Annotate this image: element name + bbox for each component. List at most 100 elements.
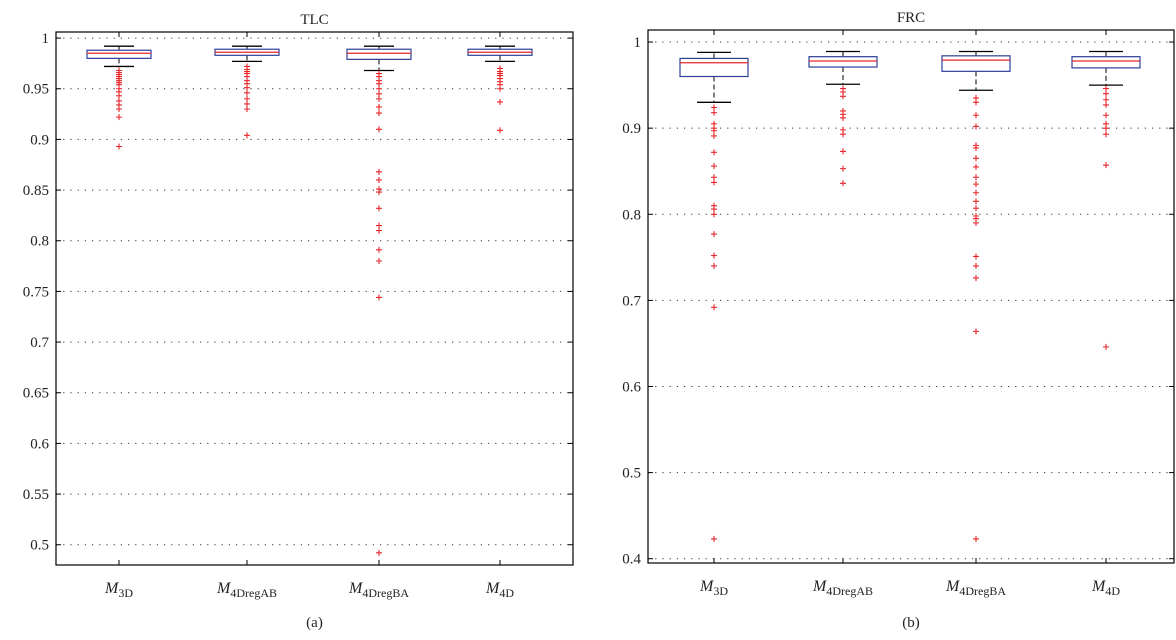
outlier-point [711, 179, 717, 186]
outlier-point [116, 143, 122, 150]
outlier-point [711, 206, 717, 213]
box-0: M3D [679, 30, 749, 598]
outlier-point [840, 131, 846, 138]
outlier-point [973, 155, 979, 162]
x-tick-label-subscript: 4D [499, 586, 514, 600]
outlier-point [376, 90, 382, 97]
outlier-point [376, 126, 382, 133]
outlier-point [376, 246, 382, 253]
outlier-point [376, 85, 382, 92]
outlier-point [711, 262, 717, 269]
outlier-point [376, 103, 382, 110]
box-1: M4DregAB [214, 32, 280, 600]
outlier-point [244, 106, 250, 113]
x-tick-label: M3D [104, 580, 133, 600]
y-tick-label: 0.5 [30, 538, 49, 554]
x-tick-label-base: M [216, 580, 232, 597]
y-tick-label: 0.9 [30, 132, 49, 148]
outlier-point [244, 95, 250, 102]
outlier-point [376, 258, 382, 265]
x-tick-label-base: M [1091, 578, 1107, 595]
outlier-point [116, 114, 122, 121]
plot-frame [647, 29, 1175, 564]
outlier-point [840, 180, 846, 187]
outlier-point [840, 114, 846, 121]
x-tick-label-base: M [945, 578, 961, 595]
outlier-point [840, 93, 846, 100]
outlier-point [840, 148, 846, 155]
x-tick-label: M4DregAB [812, 578, 873, 598]
outlier-point [497, 98, 503, 105]
outlier-point [973, 274, 979, 281]
x-tick-label-base: M [699, 578, 715, 595]
outlier-point [711, 163, 717, 170]
y-tick-label: 0.7 [622, 293, 641, 309]
outlier-point [497, 85, 503, 92]
outlier-point [973, 328, 979, 335]
outlier-point [116, 106, 122, 113]
outlier-point [973, 198, 979, 205]
x-tick-label-subscript: 4D [1105, 584, 1120, 598]
outlier-point [376, 222, 382, 229]
outlier-point [376, 80, 382, 87]
outlier-point [973, 205, 979, 212]
x-tick-label: M4DregBA [348, 580, 409, 600]
outlier-point [711, 104, 717, 111]
outlier-point [973, 181, 979, 188]
outlier-point [376, 205, 382, 212]
x-tick-label-subscript: 4DregBA [362, 586, 409, 600]
outlier-point [973, 535, 979, 542]
x-tick-label-subscript: 4DregAB [826, 584, 873, 598]
outlier-point [1103, 112, 1109, 119]
y-tick-label: 0.7 [30, 335, 49, 351]
x-tick-label-base: M [812, 578, 828, 595]
outlier-point [711, 252, 717, 259]
x-tick-label: M4D [485, 580, 514, 600]
outlier-point [973, 163, 979, 170]
chart-title: TLC [300, 12, 328, 28]
outlier-point [840, 165, 846, 172]
outlier-point [711, 304, 717, 311]
outlier-point [711, 174, 717, 181]
outlier-point [376, 227, 382, 234]
outlier-point [711, 211, 717, 218]
x-tick-label-subscript: 4DregBA [959, 584, 1006, 598]
y-tick-label: 0.75 [23, 284, 49, 300]
x-tick-label: M4DregBA [945, 578, 1006, 598]
outlier-point [244, 89, 250, 96]
chart-title: FRC [897, 10, 925, 26]
x-tick-label-subscript: 4DregAB [230, 586, 277, 600]
outlier-point [1103, 90, 1109, 97]
y-tick-label: 0.85 [23, 183, 49, 199]
outlier-point [973, 123, 979, 130]
box-3: M4D [467, 32, 533, 600]
y-tick-label: 0.5 [622, 466, 641, 482]
y-tick-label: 0.6 [30, 436, 49, 452]
outlier-point [711, 535, 717, 542]
panel-tlc: 0.5 0.55 0.6 0.65 0.7 0.75 0.8 0.85 0.9 0.95 1 TLC M… [23, 12, 574, 631]
outlier-point [973, 219, 979, 226]
y-tick-label: 0.6 [622, 379, 641, 395]
box-2: M4DregBA [346, 32, 412, 600]
outlier-point [973, 174, 979, 181]
outlier-point [1103, 343, 1109, 350]
panel-label: (b) [902, 615, 920, 631]
x-tick-label-subscript: 3D [713, 584, 728, 598]
outlier-point [376, 549, 382, 556]
outlier-point [376, 95, 382, 102]
iqr-box [1071, 56, 1141, 69]
outlier-point [116, 92, 122, 99]
outlier-point [244, 84, 250, 91]
y-tick-label: 0.65 [23, 386, 49, 402]
outlier-point [973, 99, 979, 106]
outlier-point [711, 132, 717, 139]
outlier-point [711, 149, 717, 156]
panel-label: (a) [306, 615, 323, 631]
x-tick-label: M3D [699, 578, 728, 598]
x-tick-label: M4D [1091, 578, 1120, 598]
outlier-point [376, 294, 382, 301]
y-tick-label: 0.4 [622, 552, 641, 568]
outlier-point [376, 110, 382, 117]
x-tick-label-subscript: 3D [118, 586, 133, 600]
outlier-point [973, 262, 979, 269]
